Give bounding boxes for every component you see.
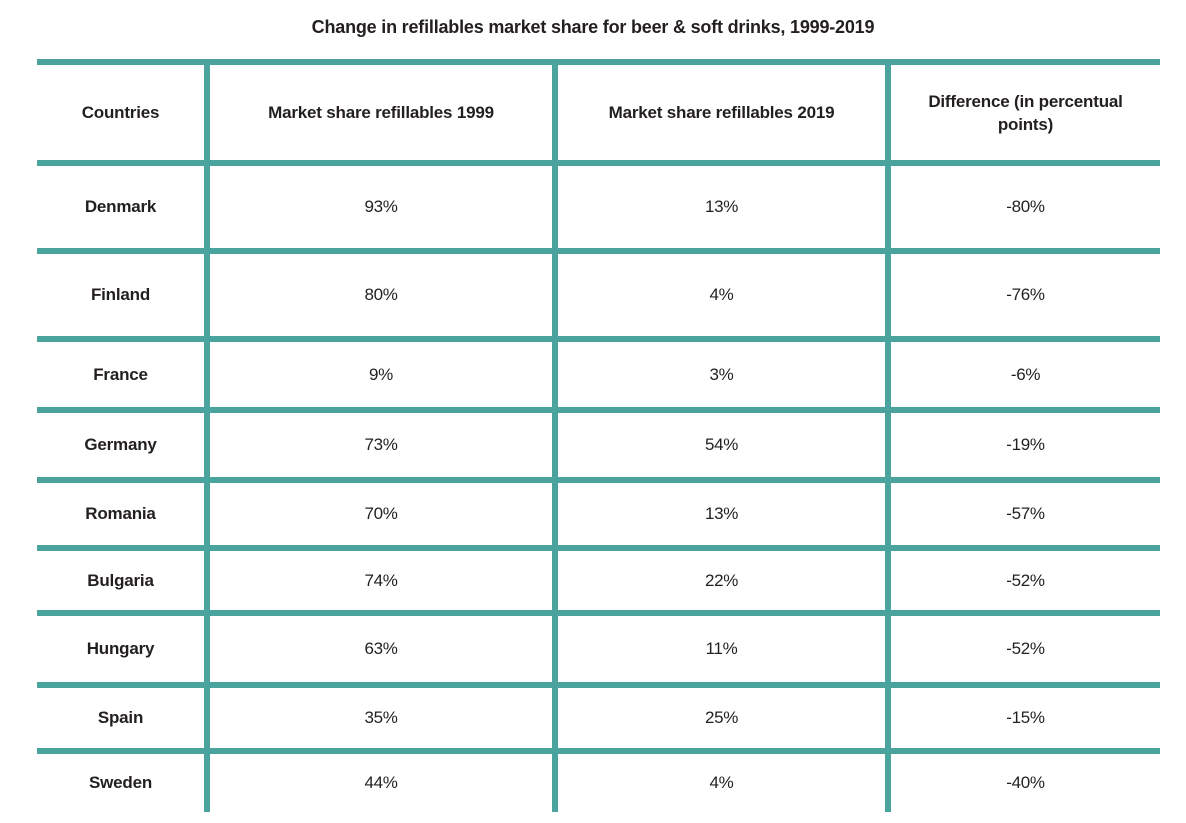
country-cell: Denmark [37,160,207,251]
table-row: Finland 80% 4% -76% [37,248,1160,339]
value-cell: 73% [204,407,555,480]
value-cell: 11% [552,610,888,685]
value-cell: 4% [552,248,888,339]
column-header-countries: Countries [37,59,207,166]
column-header-difference: Difference (in percentual points) [885,59,1160,166]
table-row: France 9% 3% -6% [37,336,1160,410]
value-cell: -15% [885,682,1160,751]
country-cell: France [37,336,207,410]
value-cell: -80% [885,160,1160,251]
table-row: Denmark 93% 13% -80% [37,160,1160,251]
country-cell: Romania [37,477,207,548]
page: Change in refillables market share for b… [0,15,1186,823]
value-cell: 3% [552,336,888,410]
table-row: Sweden 44% 4% -40% [37,748,1160,812]
value-cell: 93% [204,160,555,251]
value-cell: -19% [885,407,1160,480]
value-cell: 80% [204,248,555,339]
page-title: Change in refillables market share for b… [311,17,875,37]
value-cell: 22% [552,545,888,613]
country-cell: Finland [37,248,207,339]
table-row: Germany 73% 54% -19% [37,407,1160,480]
table-row: Bulgaria 74% 22% -52% [37,545,1160,613]
table-row: Romania 70% 13% -57% [37,477,1160,548]
value-cell: 35% [204,682,555,751]
value-cell: -57% [885,477,1160,548]
value-cell: -6% [885,336,1160,410]
table-row: Hungary 63% 11% -52% [37,610,1160,685]
value-cell: -52% [885,545,1160,613]
table-row: Spain 35% 25% -15% [37,682,1160,751]
value-cell: 13% [552,160,888,251]
value-cell: 54% [552,407,888,480]
table-header: Countries Market share refillables 1999 … [37,59,1160,166]
value-cell: 25% [552,682,888,751]
refillables-table: Countries Market share refillables 1999 … [37,59,1160,812]
country-cell: Bulgaria [37,545,207,613]
value-cell: 9% [204,336,555,410]
value-cell: 4% [552,748,888,812]
country-cell: Sweden [37,748,207,812]
column-header-share-1999: Market share refillables 1999 [204,59,555,166]
value-cell: 70% [204,477,555,548]
table-body: Denmark 93% 13% -80% Finland 80% 4% -76% France 9… [37,160,1160,812]
column-header-share-2019: Market share refillables 2019 [552,59,888,166]
country-cell: Spain [37,682,207,751]
value-cell: 44% [204,748,555,812]
value-cell: -52% [885,610,1160,685]
value-cell: 63% [204,610,555,685]
country-cell: Germany [37,407,207,480]
value-cell: 13% [552,477,888,548]
value-cell: -40% [885,748,1160,812]
header-row: Countries Market share refillables 1999 … [37,59,1160,166]
value-cell: -76% [885,248,1160,339]
country-cell: Hungary [37,610,207,685]
value-cell: 74% [204,545,555,613]
